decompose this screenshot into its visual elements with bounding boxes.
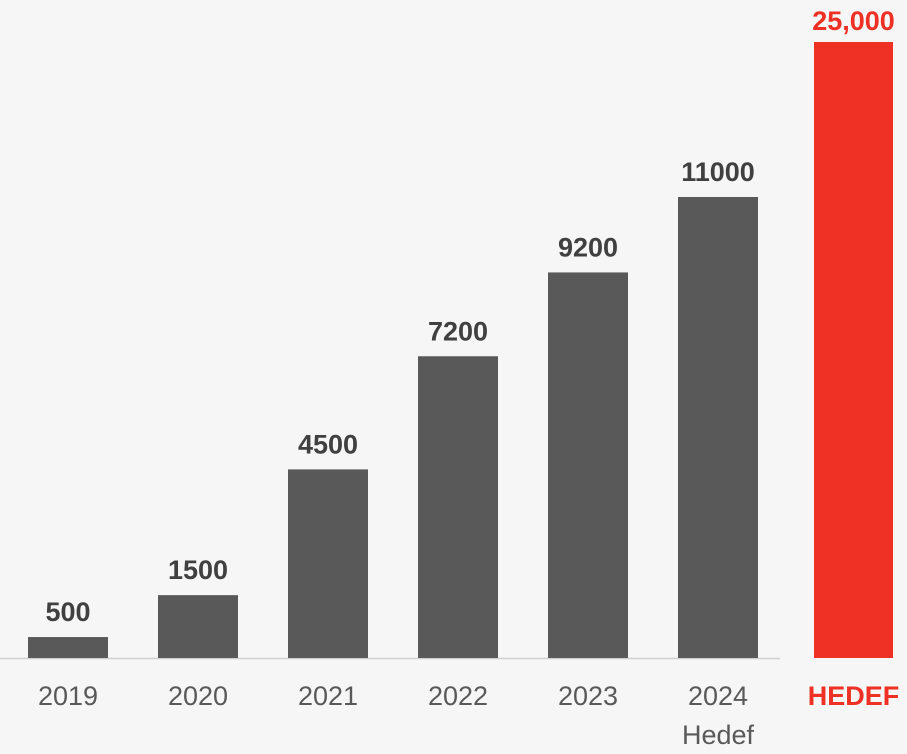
data-label-2021: 4500 [298,429,358,459]
x-tick-sublabel-2024: Hedef [682,720,755,750]
target-tick-label: HEDEF [808,681,900,711]
x-tick-label-2024: 2024 [688,681,748,711]
x-tick-label-2020: 2020 [168,681,228,711]
bar-2024 [678,197,758,658]
data-label-2024: 11000 [681,157,755,187]
data-label-2020: 1500 [168,555,228,585]
data-label-2023: 9200 [558,232,618,262]
x-tick-label-2019: 2019 [38,681,98,711]
x-tick-label-2022: 2022 [428,681,488,711]
bar-2021 [288,469,368,658]
data-label-2019: 500 [45,597,90,627]
target-data-label: 25,000 [812,6,895,36]
data-label-2022: 7200 [428,316,488,346]
bar-2023 [548,272,628,658]
x-tick-label-2023: 2023 [558,681,618,711]
bar-2022 [418,356,498,658]
bar-2019 [28,637,108,658]
target-bar [814,42,893,658]
bar-2020 [158,595,238,658]
x-tick-label-2021: 2021 [298,681,358,711]
